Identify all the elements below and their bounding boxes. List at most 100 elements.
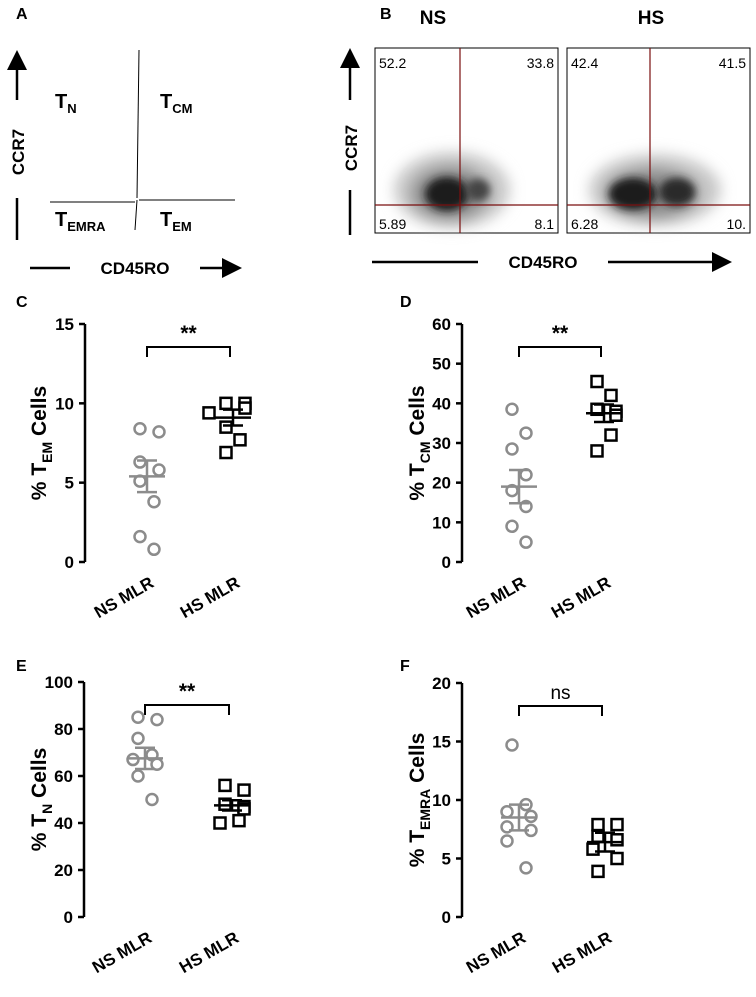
- panel-c-y-tick-label: 5: [65, 474, 74, 493]
- data-point-ns: [505, 402, 519, 417]
- ns-quadrant-ur: 33.8: [527, 55, 554, 71]
- panel-label-a: A: [16, 6, 28, 23]
- panel-d-y-tick-label: 10: [432, 513, 451, 532]
- data-point-hs: [604, 388, 618, 403]
- data-point-hs: [590, 444, 604, 458]
- panel-label-d: D: [400, 294, 412, 311]
- panel-f-significance-bracket: [518, 705, 603, 716]
- panel-c-chart: 0 5 10 15 % TEM Cells NS MLR HS MLR **: [28, 315, 252, 622]
- panel-f-y-tick-label: 15: [432, 733, 451, 752]
- panel-d-significance-label: **: [552, 322, 569, 345]
- data-point-ns: [505, 738, 519, 752]
- panel-d-y-axis-title: % TCM Cells: [406, 385, 433, 500]
- panel-a-y-label: CCR7: [9, 129, 28, 175]
- data-point-hs: [586, 842, 600, 856]
- panel-c-y-tick-label: 15: [55, 315, 74, 334]
- panel-f-y-tick-label: 5: [442, 850, 451, 869]
- panel-d-y-tick-label: 50: [432, 355, 451, 374]
- panel-label-c: C: [16, 294, 28, 311]
- data-point-ns: [505, 519, 519, 534]
- data-point-hs: [219, 420, 233, 434]
- hs-quadrant-lr: 10.: [727, 216, 746, 232]
- data-point-ns: [133, 421, 147, 436]
- data-point-hs: [218, 778, 232, 793]
- ns-quadrant-lr: 8.1: [535, 216, 555, 232]
- data-point-hs: [213, 816, 227, 830]
- panel-b-y-label: CCR7: [342, 125, 361, 171]
- panel-f-y-tick-label: 20: [432, 674, 451, 693]
- panel-f-category-label: HS MLR: [549, 928, 615, 977]
- panel-e-category-label: HS MLR: [176, 928, 242, 977]
- panel-b-x-label: CD45RO: [509, 253, 578, 272]
- data-point-hs: [232, 813, 246, 828]
- panel-e-y-tick-label: 0: [64, 908, 73, 927]
- panel-c-significance-label: **: [180, 322, 197, 345]
- data-point-ns: [131, 769, 145, 783]
- data-point-hs: [233, 433, 247, 447]
- data-point-ns: [500, 834, 514, 848]
- data-point-hs: [610, 817, 624, 832]
- panel-label-f: F: [400, 658, 410, 675]
- data-point-ns: [133, 529, 147, 544]
- panel-label-b: B: [380, 6, 392, 23]
- panel-e-y-tick-label: 80: [54, 720, 73, 739]
- panel-a-vertical-gate: [136, 49, 140, 199]
- data-point-hs: [237, 783, 251, 797]
- data-point-ns: [500, 804, 514, 819]
- panel-label-e: E: [16, 658, 27, 675]
- panel-a-vertical-gate-lower: [134, 199, 138, 231]
- data-point-ns: [147, 542, 161, 557]
- hs-plot-title: HS: [638, 8, 664, 29]
- quadrant-label-temra: TEMRA: [55, 209, 106, 234]
- data-point-hs: [591, 864, 605, 879]
- panel-f-significance-label: ns: [550, 683, 570, 704]
- data-point-hs: [219, 396, 233, 411]
- panel-d-y-tick-label: 40: [432, 394, 451, 413]
- data-point-hs: [590, 374, 604, 389]
- panel-e-y-tick-label: 20: [54, 861, 73, 880]
- panel-e-y-tick-label: 100: [45, 673, 73, 692]
- panel-e-y-tick-label: 60: [54, 767, 73, 786]
- panel-a-schematic: CCR7 CD45RO TN TCM TEMRA TEM: [7, 49, 242, 278]
- hs-quadrant-ul: 42.4: [571, 55, 598, 71]
- panel-d-category-label: HS MLR: [548, 573, 614, 622]
- ns-density-plot: 52.2 33.8 5.89 8.1: [374, 47, 559, 234]
- data-point-ns: [145, 792, 159, 807]
- data-point-ns: [519, 426, 533, 440]
- panel-d-y-tick-label: 30: [432, 434, 451, 453]
- data-point-hs: [591, 817, 605, 832]
- panel-e-significance-bracket: [144, 704, 230, 715]
- data-point-ns: [152, 425, 166, 439]
- data-point-hs: [219, 445, 233, 460]
- panel-f-category-label: NS MLR: [463, 928, 529, 977]
- panel-d-significance-bracket: [518, 346, 602, 357]
- hs-quadrant-ur: 41.5: [719, 55, 746, 71]
- panel-c-category-label: HS MLR: [177, 573, 243, 622]
- panel-d-chart: 0 10 20 30 40 50 60 % TCM Cells NS MLR HS MLR **: [406, 315, 623, 622]
- panel-f-y-axis-title: % TEMRA Cells: [406, 733, 433, 868]
- panel-c-significance-bracket: [146, 346, 231, 357]
- data-point-ns: [133, 455, 147, 469]
- hs-quadrant-ll: 6.28: [571, 216, 598, 232]
- data-point-ns: [150, 712, 164, 727]
- panel-e-category-label: NS MLR: [89, 928, 155, 977]
- panel-f-y-tick-label: 0: [442, 908, 451, 927]
- panel-e-y-axis-title: % TN Cells: [28, 748, 55, 852]
- panel-e-significance-label: **: [179, 680, 196, 703]
- data-point-ns: [147, 494, 161, 509]
- panel-d-y-tick-label: 0: [442, 553, 451, 572]
- data-point-ns: [131, 710, 145, 724]
- data-point-ns: [505, 442, 519, 456]
- ns-plot-title: NS: [420, 8, 446, 29]
- panel-d-y-tick-label: 60: [432, 315, 451, 334]
- hs-density-plot: 42.4 41.5 6.28 10.: [566, 47, 751, 234]
- data-point-hs: [610, 833, 624, 847]
- data-point-ns: [131, 731, 145, 746]
- ns-quadrant-ul: 52.2: [379, 55, 406, 71]
- quadrant-label-tcm: TCM: [160, 91, 192, 116]
- panel-b-flow-plots: CCR7 CD45RO NS 52.2 33.8 5.89 8.1 HS 42.…: [340, 8, 751, 272]
- data-point-ns: [152, 463, 166, 477]
- data-point-hs: [604, 428, 618, 442]
- data-point-hs: [202, 406, 216, 420]
- data-point-ns: [519, 861, 533, 875]
